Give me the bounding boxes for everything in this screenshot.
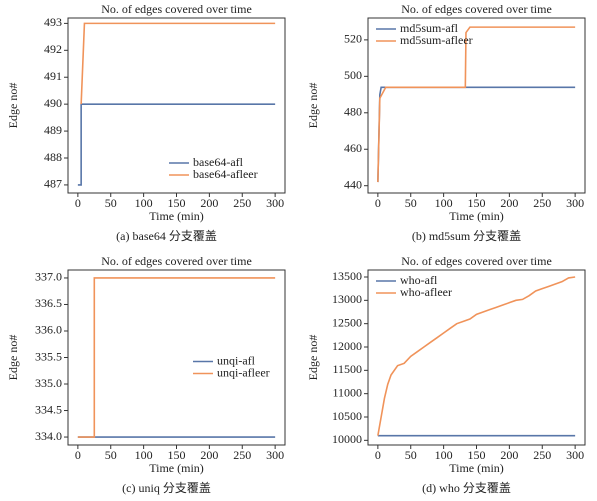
y-tick-label: 520 (344, 32, 362, 46)
x-tick-label: 300 (566, 448, 584, 462)
plot-frame (367, 17, 586, 194)
x-tick-label: 100 (135, 448, 153, 462)
plot-frame (367, 269, 586, 446)
y-tick-label: 489 (44, 123, 62, 137)
y-tick-label: 493 (44, 15, 62, 29)
chart-title: No. of edges covered over time (401, 254, 552, 268)
y-axis-label: Edge no# (6, 335, 20, 381)
caption: (d) who 分支覆盖 (422, 481, 511, 495)
x-tick-label: 300 (566, 196, 584, 210)
y-tick-label: 491 (44, 69, 62, 83)
caption: (a) base64 分支覆盖 (116, 229, 217, 243)
legend-label: md5sum-afleer (400, 33, 473, 47)
x-tick-label: 250 (533, 196, 551, 210)
legend-label: base64-afl (193, 155, 244, 169)
y-tick-label: 337.0 (35, 270, 62, 284)
y-tick-label: 11000 (332, 385, 362, 399)
x-tick-label: 200 (500, 196, 518, 210)
x-tick-label: 300 (266, 196, 284, 210)
y-axis-label: Edge no# (306, 335, 320, 381)
caption: (b) md5sum 分支覆盖 (412, 229, 521, 243)
y-tick-label: 336.0 (35, 323, 62, 337)
x-tick-label: 200 (500, 448, 518, 462)
y-tick-label: 440 (344, 177, 362, 191)
x-tick-label: 150 (468, 196, 486, 210)
legend-label: who-afl (400, 273, 438, 287)
x-tick-label: 250 (233, 448, 251, 462)
x-tick-label: 100 (135, 196, 153, 210)
chart-title: No. of edges covered over time (101, 254, 252, 268)
y-tick-label: 335.0 (35, 376, 62, 390)
x-tick-label: 0 (75, 448, 81, 462)
y-tick-label: 480 (344, 105, 362, 119)
y-tick-label: 13500 (332, 269, 362, 283)
y-tick-label: 335.5 (35, 349, 62, 363)
y-axis-label: Edge no# (6, 83, 20, 129)
x-tick-label: 50 (405, 196, 417, 210)
y-axis-label: Edge no# (306, 83, 320, 129)
x-tick-label: 50 (105, 196, 117, 210)
x-tick-label: 0 (375, 196, 381, 210)
x-tick-label: 100 (435, 196, 453, 210)
y-tick-label: 13000 (332, 292, 362, 306)
y-tick-label: 492 (44, 42, 62, 56)
legend-label: unqi-afl (217, 353, 256, 367)
legend-label: who-afleer (400, 285, 452, 299)
x-tick-label: 50 (105, 448, 117, 462)
x-tick-label: 250 (233, 196, 251, 210)
line (77, 277, 276, 438)
chart-title: No. of edges covered over time (101, 2, 252, 16)
x-tick-label: 0 (75, 196, 81, 210)
x-tick-label: 100 (435, 448, 453, 462)
x-axis-label: Time (min) (149, 209, 204, 223)
y-tick-label: 12000 (332, 339, 362, 353)
y-tick-label: 11500 (332, 362, 362, 376)
line (80, 22, 276, 105)
x-tick-label: 300 (266, 448, 284, 462)
x-tick-label: 50 (405, 448, 417, 462)
plot-frame (67, 17, 286, 194)
x-tick-label: 150 (168, 448, 186, 462)
y-tick-label: 10500 (332, 409, 362, 423)
y-tick-label: 334.0 (35, 429, 62, 443)
plot-frame (67, 269, 286, 446)
y-tick-label: 488 (44, 150, 62, 164)
x-tick-label: 200 (200, 448, 218, 462)
x-tick-label: 200 (200, 196, 218, 210)
y-tick-label: 487 (44, 177, 62, 191)
y-tick-label: 500 (344, 68, 362, 82)
y-tick-label: 334.5 (35, 402, 62, 416)
x-tick-label: 250 (533, 448, 551, 462)
x-tick-label: 0 (375, 448, 381, 462)
x-axis-label: Time (min) (449, 461, 504, 475)
y-tick-label: 10000 (332, 432, 362, 446)
legend-label: base64-afleer (193, 167, 258, 181)
y-tick-label: 336.5 (35, 296, 62, 310)
caption: (c) uniq 分支覆盖 (122, 481, 211, 495)
line (377, 86, 576, 183)
x-tick-label: 150 (168, 196, 186, 210)
x-axis-label: Time (min) (449, 209, 504, 223)
line (377, 26, 576, 183)
line (377, 276, 576, 436)
chart-title: No. of edges covered over time (401, 2, 552, 16)
y-tick-label: 460 (344, 141, 362, 155)
legend-label: unqi-afleer (217, 365, 270, 379)
y-tick-label: 12500 (332, 315, 362, 329)
x-axis-label: Time (min) (149, 461, 204, 475)
x-tick-label: 150 (468, 448, 486, 462)
line (77, 103, 276, 186)
y-tick-label: 490 (44, 96, 62, 110)
legend-label: md5sum-afl (400, 21, 459, 35)
